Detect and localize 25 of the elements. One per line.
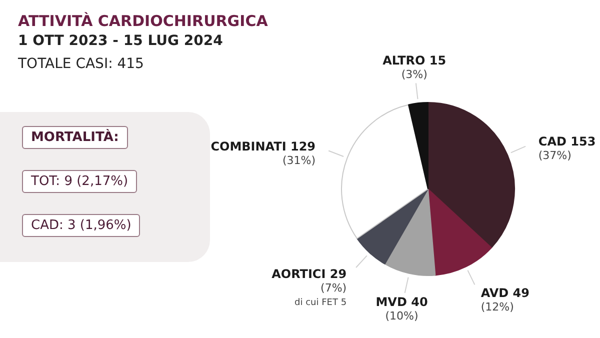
data-label: 129 [290, 139, 316, 154]
text: (37%) [538, 149, 572, 162]
chart-subtitle: 1 OTT 2023 - 15 LUG 2024 [18, 33, 223, 49]
text: TOTALE CASI: 415 [18, 56, 144, 72]
slice-label: ALTRO [382, 53, 426, 68]
data-label: 49 [512, 286, 530, 300]
text: MORTALITÀ: [22, 126, 128, 149]
slice-label: MVD [376, 294, 407, 309]
text: di cui FET 5 [294, 298, 347, 308]
slice-label: AVD [480, 286, 509, 300]
text: (10%) [385, 310, 418, 323]
text: TOT: 9 (2,17%) [22, 170, 138, 193]
slice-label: CAD [538, 134, 566, 148]
text: (7%) [320, 282, 347, 295]
text: (31%) [282, 154, 316, 168]
data-label: 40 [411, 294, 428, 309]
text: (3%) [401, 68, 428, 82]
text: CAD: 3 (1,96%) [22, 214, 140, 237]
data-label: 15 [429, 53, 446, 68]
data-label: 29 [330, 267, 347, 282]
chart-title: ATTIVITÀ CARDIOCHIRURGICA [18, 12, 268, 30]
data-label: 153 [570, 134, 596, 148]
slice-label: AORTICI [272, 267, 326, 282]
slice-label: COMBINATI [210, 139, 286, 154]
text: (12%) [480, 300, 514, 314]
